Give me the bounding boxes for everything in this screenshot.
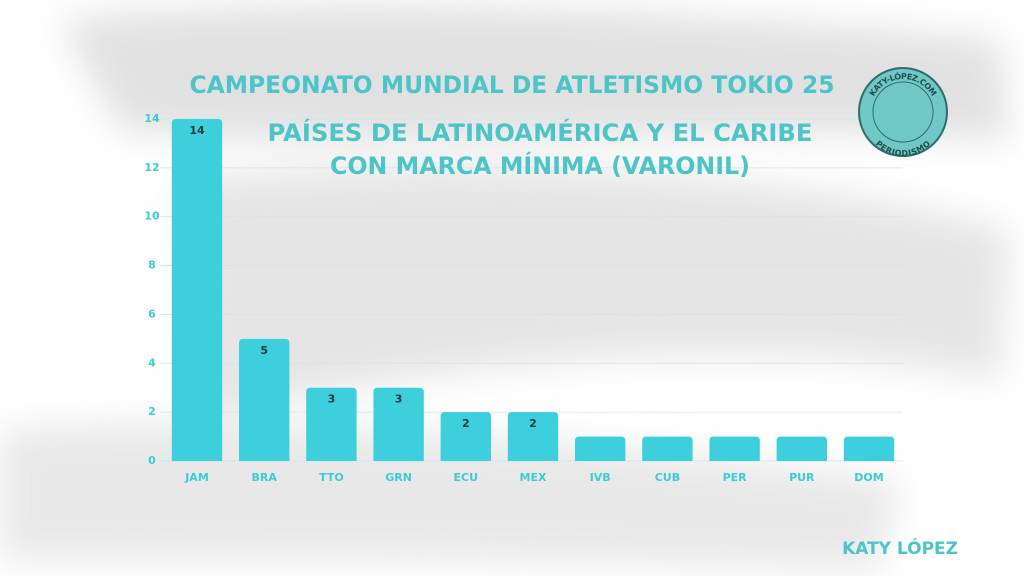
bar: [575, 436, 626, 461]
bar: [843, 436, 895, 461]
bar: [642, 436, 693, 461]
data-label: 2: [462, 417, 470, 430]
bar: [239, 338, 290, 461]
x-tick-label: MEX: [520, 471, 547, 484]
x-tick-label: IVB: [590, 471, 611, 484]
x-tick-label: PER: [723, 471, 748, 484]
bar: [709, 436, 760, 461]
data-label: 3: [395, 393, 403, 406]
y-tick-label: 12: [144, 161, 159, 174]
x-tick-label: JAM: [184, 471, 209, 484]
data-label: 14: [189, 124, 205, 137]
bar: [171, 119, 223, 461]
data-label: 2: [529, 417, 537, 430]
y-tick-label: 6: [148, 307, 156, 320]
data-label: 3: [328, 393, 336, 406]
bar: [776, 436, 827, 461]
x-tick-label: GRN: [385, 471, 412, 484]
chart-subtitle: CON MARCA MÍNIMA (VARONIL): [330, 151, 750, 180]
bar: [440, 412, 491, 461]
bar: [373, 387, 424, 461]
bar: [507, 412, 559, 461]
y-tick-label: 10: [144, 210, 160, 223]
plot: 0 2 4 6 8 10 12 14 JAM 14 BRA 5 TTO 3 GRN 3 ECU 2 MEX 2 IVB C…: [144, 112, 903, 484]
bar: [306, 387, 357, 461]
x-tick-label: ECU: [454, 471, 479, 484]
x-tick-label: TTO: [319, 471, 344, 484]
y-tick-label: 2: [148, 405, 156, 418]
data-label: 5: [260, 344, 268, 357]
y-tick-label: 0: [148, 454, 156, 467]
y-tick-label: 14: [144, 112, 160, 125]
y-tick-label: 4: [148, 356, 156, 369]
chart-title: CAMPEONATO MUNDIAL DE ATLETISMO TOKIO 25: [190, 71, 835, 99]
x-tick-label: BRA: [252, 471, 278, 484]
x-tick-label: CUB: [655, 471, 680, 484]
logo: KATY-LÓPEZ.COM PERIODISMO: [858, 67, 948, 158]
x-tick-label: PUR: [789, 471, 815, 484]
chart-subtitle: PAÍSES DE LATINOAMÉRICA Y EL CARIBE: [268, 118, 813, 147]
y-tick-label: 8: [148, 259, 156, 272]
signature: KATY LÓPEZ: [842, 537, 958, 559]
x-tick-label: DOM: [854, 471, 883, 484]
